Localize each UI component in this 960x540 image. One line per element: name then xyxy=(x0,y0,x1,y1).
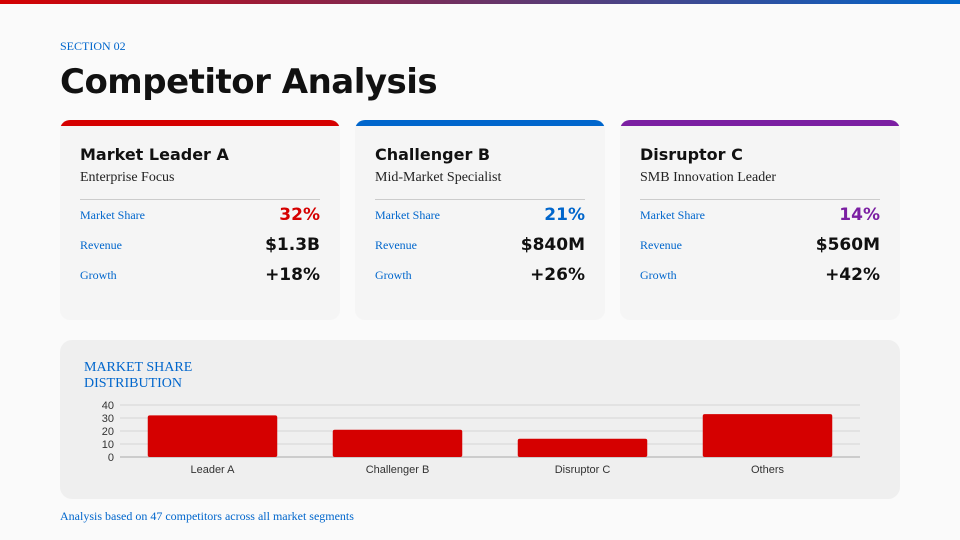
metric-value: $840M xyxy=(520,235,585,255)
competitor-focus: SMB Innovation Leader xyxy=(640,170,880,200)
y-tick-label: 0 xyxy=(108,452,114,464)
y-tick-label: 40 xyxy=(102,400,114,412)
metric-value: $560M xyxy=(815,235,880,255)
metric-value: 14% xyxy=(839,205,880,225)
y-tick-label: 30 xyxy=(102,413,114,425)
card-accent-bar xyxy=(60,120,340,126)
metric-row: Revenue $1.3B xyxy=(80,230,320,260)
card-accent-bar xyxy=(355,120,605,126)
y-tick-label: 10 xyxy=(102,439,114,451)
metric-row: Growth +18% xyxy=(80,260,320,290)
metric-value: +18% xyxy=(265,265,320,285)
metric-value: +42% xyxy=(825,265,880,285)
metric-label: Market Share xyxy=(375,207,440,222)
metric-row: Revenue $840M xyxy=(375,230,585,260)
top-gradient-bar xyxy=(0,0,960,4)
bar xyxy=(517,438,648,457)
competitor-focus: Mid-Market Specialist xyxy=(375,170,585,200)
competitor-name: Market Leader A xyxy=(80,145,229,164)
competitor-focus: Enterprise Focus xyxy=(80,170,320,200)
footnote: Analysis based on 47 competitors across … xyxy=(60,509,354,523)
metric-label: Market Share xyxy=(80,207,145,222)
chart-panel: MARKET SHARE DISTRIBUTION 0 10 20 30 40 Leade… xyxy=(60,340,900,499)
competitor-card: Market Leader A Enterprise Focus Market S… xyxy=(60,120,340,320)
metric-label: Revenue xyxy=(80,237,122,252)
metric-value: +26% xyxy=(530,265,585,285)
metric-row: Growth +26% xyxy=(375,260,585,290)
metric-row: Market Share 32% xyxy=(80,200,320,230)
x-tick-label: Others xyxy=(751,464,785,476)
x-tick-label: Disruptor C xyxy=(555,464,611,476)
metric-label: Growth xyxy=(640,267,677,282)
chart-title: MARKET SHARE DISTRIBUTION xyxy=(84,360,193,391)
section-label: SECTION 02 xyxy=(60,39,126,53)
metric-label: Revenue xyxy=(375,237,417,252)
metric-label: Revenue xyxy=(640,237,682,252)
metric-label: Growth xyxy=(375,267,412,282)
metric-row: Growth +42% xyxy=(640,260,880,290)
bar xyxy=(147,415,278,457)
metric-label: Market Share xyxy=(640,207,705,222)
metric-value: 32% xyxy=(279,205,320,225)
metric-value: $1.3B xyxy=(265,235,320,255)
metric-value: 21% xyxy=(544,205,585,225)
bar xyxy=(332,429,463,457)
x-tick-label: Leader A xyxy=(190,464,235,476)
metric-row: Revenue $560M xyxy=(640,230,880,260)
metric-row: Market Share 21% xyxy=(375,200,585,230)
metric-row: Market Share 14% xyxy=(640,200,880,230)
page-title: Competitor Analysis xyxy=(60,62,438,102)
competitor-name: Disruptor C xyxy=(640,145,743,164)
competitor-name: Challenger B xyxy=(375,145,491,164)
y-tick-label: 20 xyxy=(102,426,114,438)
competitor-card: Disruptor C SMB Innovation Leader Market … xyxy=(620,120,900,320)
card-accent-bar xyxy=(620,120,900,126)
metric-label: Growth xyxy=(80,267,117,282)
x-tick-label: Challenger B xyxy=(366,464,430,476)
competitor-card: Challenger B Mid-Market Specialist Market… xyxy=(355,120,605,320)
bar xyxy=(702,414,833,457)
